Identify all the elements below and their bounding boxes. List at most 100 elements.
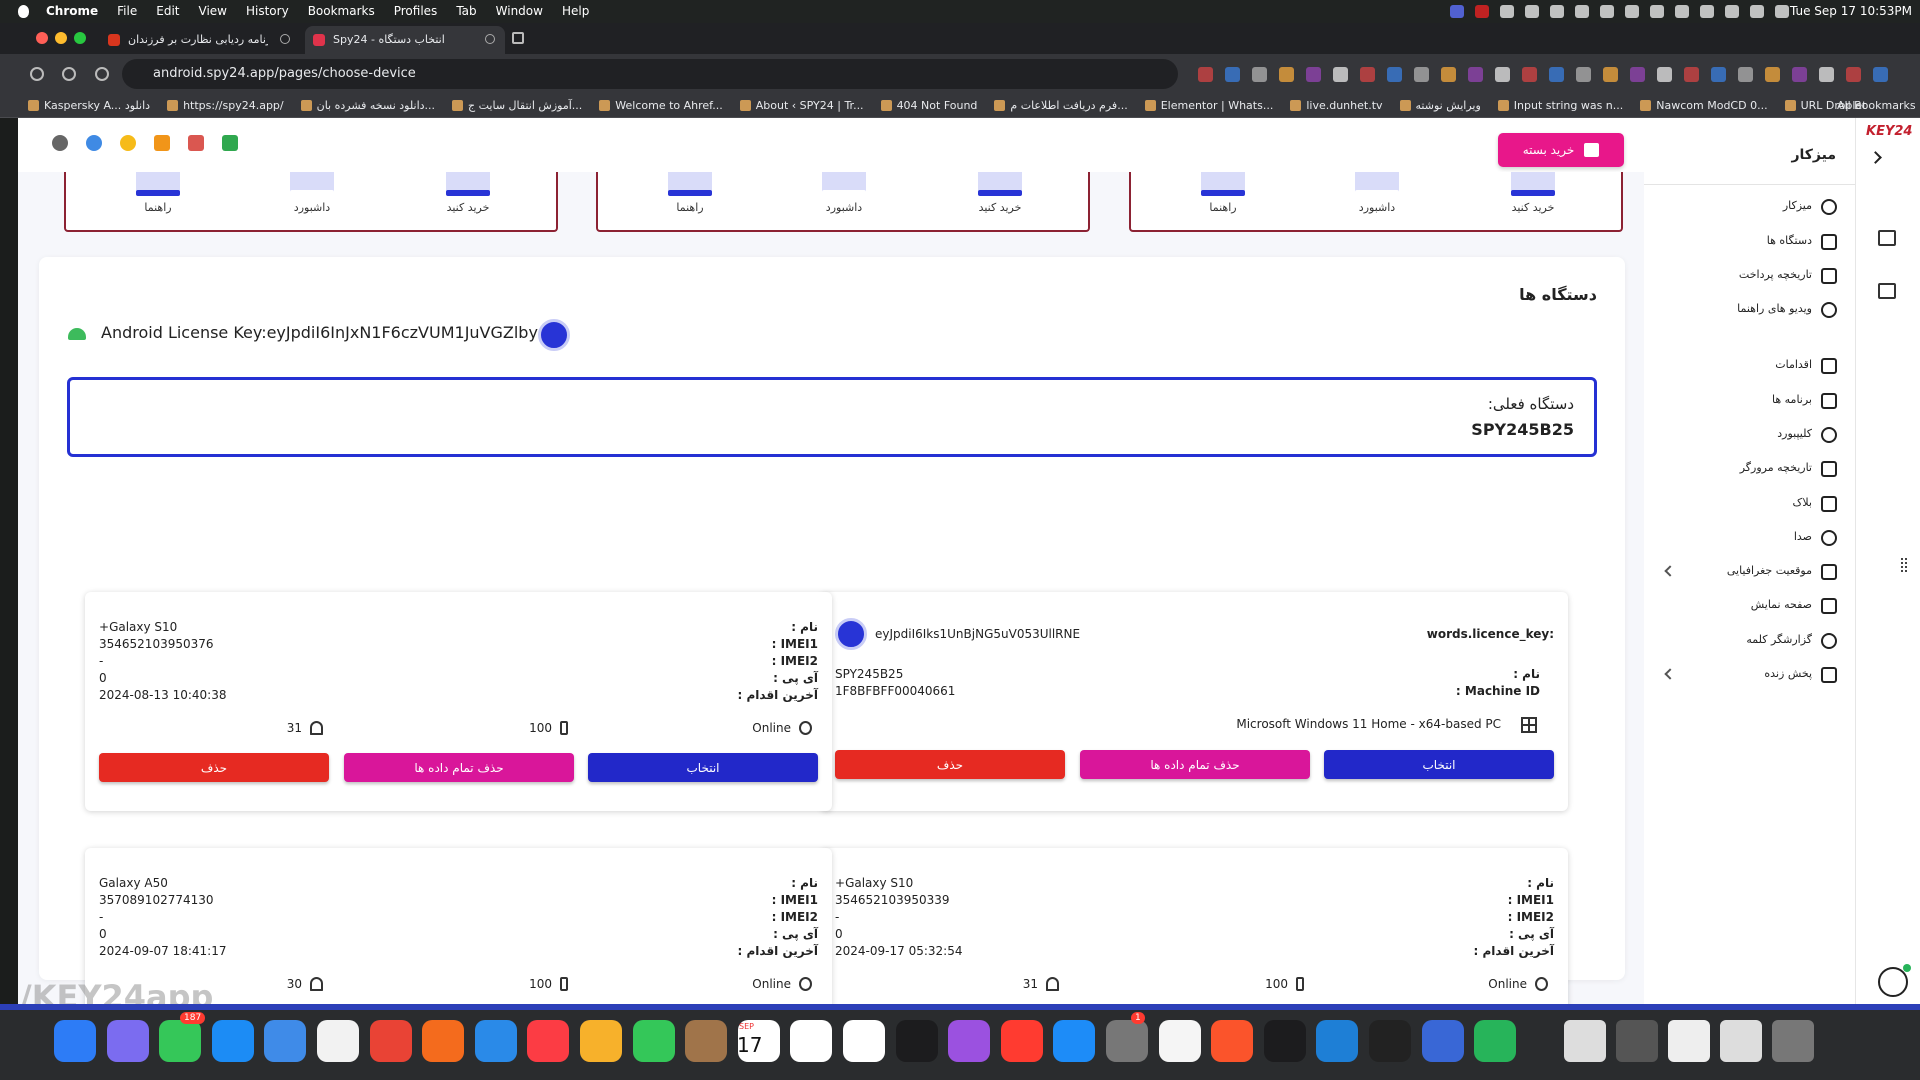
plan-link[interactable]: داشبورد: [1358, 201, 1396, 214]
extension-icon[interactable]: [1819, 67, 1834, 82]
dock-icon[interactable]: [790, 1020, 833, 1062]
sidebar-item[interactable]: صفحه نمایش: [1654, 594, 1849, 618]
sidebar-item[interactable]: برنامه ها: [1654, 389, 1849, 413]
sidebar-item[interactable]: بلاک: [1654, 492, 1849, 516]
rail-dots[interactable]: [1901, 558, 1907, 572]
menu-item[interactable]: File: [117, 4, 138, 18]
bookmark[interactable]: live.dunhet.tv: [1290, 99, 1383, 112]
dock-icon[interactable]: [474, 1020, 517, 1062]
dock-icon[interactable]: [948, 1020, 991, 1062]
rail-user[interactable]: [1878, 967, 1908, 997]
dock-icon[interactable]: [632, 1020, 675, 1062]
extension-icon[interactable]: [1279, 67, 1294, 82]
nav-button[interactable]: [95, 67, 109, 81]
button-delete[interactable]: حذف: [835, 750, 1065, 779]
menu-item[interactable]: Edit: [156, 4, 180, 18]
dock-icon[interactable]: [685, 1020, 728, 1062]
dock-icon[interactable]: [369, 1020, 412, 1062]
dock-icon[interactable]: [527, 1020, 570, 1062]
dock-icon[interactable]: [1369, 1020, 1411, 1062]
bookmark[interactable]: آموزش انتقال سایت ج...: [452, 99, 582, 112]
sidebar-item[interactable]: صدا: [1654, 526, 1849, 550]
header-icon[interactable]: [52, 135, 68, 151]
extension-icon[interactable]: [1306, 67, 1321, 82]
sidebar-item[interactable]: تاریخچه مرورگر: [1654, 457, 1849, 481]
nav-button[interactable]: [30, 67, 44, 81]
extension-icon[interactable]: [1873, 67, 1888, 82]
extension-icon[interactable]: [1333, 67, 1348, 82]
button-delete-all[interactable]: حذف تمام داده ها: [344, 753, 574, 782]
tab-close[interactable]: [485, 34, 495, 44]
dock-icon[interactable]: [1668, 1020, 1710, 1062]
dock-icon[interactable]: [1053, 1020, 1096, 1062]
plan-link[interactable]: راهنما: [1209, 201, 1237, 214]
plan-link[interactable]: خرید کنید: [1511, 201, 1555, 214]
bookmark[interactable]: URL Droplet: [1784, 99, 1866, 112]
plan-link[interactable]: داشبورد: [825, 201, 863, 214]
dock-icon[interactable]: [1474, 1020, 1517, 1062]
bookmark[interactable]: 404 Not Found: [880, 99, 977, 112]
all-bookmarks[interactable]: All Bookmarks: [1837, 99, 1916, 112]
bookmark[interactable]: Input string was n...: [1497, 99, 1623, 112]
extension-icon[interactable]: [1522, 67, 1537, 82]
dock-icon[interactable]: [1000, 1020, 1043, 1062]
header-icon[interactable]: [222, 135, 238, 151]
menu-item[interactable]: View: [198, 4, 227, 18]
menu-item[interactable]: Tab: [456, 4, 477, 18]
plan-link[interactable]: داشبورد: [293, 201, 331, 214]
extension-icon[interactable]: [1576, 67, 1591, 82]
header-icon[interactable]: [188, 135, 204, 151]
plan-link[interactable]: راهنما: [144, 201, 172, 214]
bookmark[interactable]: https://spy24.app/: [167, 99, 284, 112]
omnibox[interactable]: android.spy24.app/pages/choose-device: [122, 59, 1178, 89]
dock-icon[interactable]: [843, 1020, 885, 1062]
buy-button[interactable]: خرید بسته: [1498, 133, 1624, 167]
bookmark[interactable]: Kaspersky A... دانلود: [28, 99, 150, 112]
dock-icon[interactable]: [580, 1020, 622, 1062]
dock-icon[interactable]: [106, 1020, 149, 1062]
new-tab[interactable]: [512, 32, 524, 44]
extension-icon[interactable]: [1846, 67, 1861, 82]
window-control[interactable]: [74, 32, 86, 44]
plan-link[interactable]: خرید کنید: [978, 201, 1022, 214]
bookmark[interactable]: دانلود نسخه فشرده بان...: [300, 99, 435, 112]
dock-icon[interactable]: [54, 1020, 96, 1062]
menu-item[interactable]: History: [245, 4, 289, 18]
plan-link[interactable]: راهنما: [676, 201, 704, 214]
header-icon[interactable]: [120, 135, 136, 151]
sidebar-item[interactable]: ویدیو های راهنما: [1654, 298, 1849, 322]
bookmark[interactable]: Nawcom ModCD 0...: [1640, 99, 1768, 112]
bookmark[interactable]: Welcome to Ahref...: [599, 99, 723, 112]
extension-icon[interactable]: [1198, 67, 1213, 82]
extension-icon[interactable]: [1225, 67, 1240, 82]
plan-link[interactable]: خرید کنید: [446, 201, 490, 214]
copy-license[interactable]: [538, 319, 570, 351]
extension-icon[interactable]: [1603, 67, 1618, 82]
menu-app[interactable]: Chrome: [46, 4, 99, 18]
extension-icon[interactable]: [1711, 67, 1726, 82]
dock-icon[interactable]: [895, 1020, 938, 1062]
dock-icon[interactable]: [1421, 1020, 1464, 1062]
rail-gift[interactable]: [1878, 283, 1896, 299]
extension-icon[interactable]: [1684, 67, 1699, 82]
bookmark[interactable]: ویرایش نوشته: [1399, 99, 1481, 112]
bookmark[interactable]: فرم دریافت اطلاعات م...: [994, 99, 1128, 112]
extension-icon[interactable]: [1549, 67, 1564, 82]
button-delete-all[interactable]: حذف تمام داده ها: [1080, 750, 1310, 779]
window-control[interactable]: [36, 32, 48, 44]
rail-arrow[interactable]: [1869, 151, 1882, 164]
dock-icon[interactable]: [317, 1020, 359, 1062]
dock-icon[interactable]: [1158, 1020, 1201, 1062]
extension-icon[interactable]: [1414, 67, 1429, 82]
dock-icon[interactable]: [422, 1020, 465, 1062]
dock-icon[interactable]: [159, 1020, 202, 1062]
window-control[interactable]: [55, 32, 67, 44]
header-icon[interactable]: [154, 135, 170, 151]
extension-icon[interactable]: [1468, 67, 1483, 82]
extension-icon[interactable]: [1441, 67, 1456, 82]
sidebar-item[interactable]: کلیپبورد: [1654, 423, 1849, 447]
dock-icon[interactable]: [1616, 1020, 1658, 1062]
nav-button[interactable]: [62, 67, 76, 81]
bookmark[interactable]: About ‹ SPY24 | Tr...: [739, 99, 864, 112]
tab-close[interactable]: [280, 34, 290, 44]
